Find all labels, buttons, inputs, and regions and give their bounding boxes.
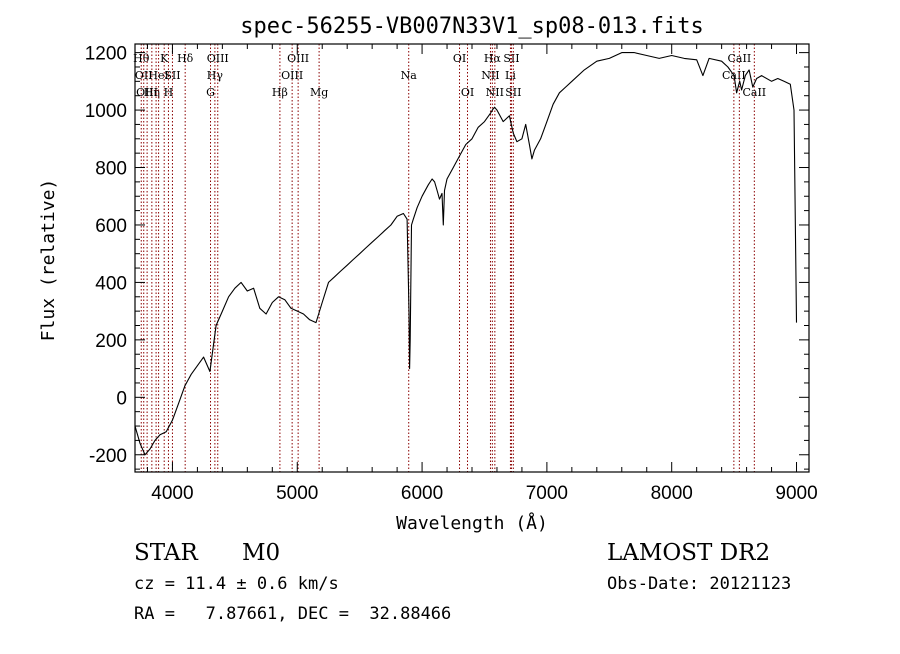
- plot-frame: [134, 43, 810, 473]
- spectral-line-label: OII: [135, 69, 153, 82]
- spectral-line-label: CaII: [728, 52, 752, 65]
- spectral-line-label: Mg: [310, 86, 328, 99]
- spectral-line-label: Na: [401, 69, 418, 82]
- spectral-line-label: CaII: [742, 86, 766, 99]
- y-tick-label: 1000: [85, 101, 127, 122]
- x-tick-label: 4000: [151, 483, 193, 504]
- survey-name: LAMOST DR2: [607, 540, 771, 566]
- y-axis: -200 0 200 400 600 800 1000 1200: [85, 44, 809, 470]
- spectral-line-label: SII: [505, 86, 521, 99]
- spectral-line-label: OIII: [281, 69, 303, 82]
- chart-title: spec-56255-VB007N33V1_sp08-013.fits: [240, 14, 704, 39]
- spectral-line-label: Hα: [484, 52, 502, 65]
- spectral-line-markers: HθOIIOIIIHηHeIKHSIIHδGHγOIIIHβOIIIOIIIMg…: [133, 44, 766, 472]
- spectral-line-label: NII: [486, 86, 504, 99]
- spectral-line-label: NII: [481, 69, 499, 82]
- spectral-line-label: SII: [164, 69, 180, 82]
- spectral-line-label: OIII: [136, 86, 158, 99]
- x-axis: 4000 5000 6000 7000 8000 9000: [146, 44, 818, 504]
- spectral-line-label: HeI: [148, 69, 168, 82]
- x-tick-label: 9000: [775, 483, 817, 504]
- spectral-line-label: Hθ: [133, 52, 150, 65]
- x-axis-label: Wavelength (Å): [396, 512, 548, 534]
- spectral-line-label: Hδ: [177, 52, 194, 65]
- y-tick-label: 800: [95, 159, 127, 180]
- y-tick-label: 400: [95, 273, 127, 294]
- spectral-line-label: K: [160, 52, 169, 65]
- spectral-line-label: Hβ: [272, 86, 288, 99]
- y-tick-label: 1200: [85, 44, 127, 65]
- spectral-line-label: Li: [505, 69, 516, 82]
- spectral-line-label: OIII: [207, 52, 229, 65]
- spectral-line-label: OI: [453, 52, 466, 65]
- ra-dec-coordinates: RA = 7.87661, DEC = 32.88466: [134, 604, 452, 624]
- x-tick-label: 5000: [276, 483, 318, 504]
- spectral-line-label: H: [164, 86, 174, 99]
- y-tick-label: 200: [95, 331, 127, 352]
- redshift-velocity: cz = 11.4 ± 0.6 km/s: [134, 574, 339, 594]
- x-tick-label: 7000: [526, 483, 568, 504]
- y-axis-label: Flux (relative): [38, 179, 59, 342]
- spectral-line-label: G: [206, 86, 215, 99]
- observation-date: Obs-Date: 20121123: [607, 574, 792, 594]
- object-class: STAR: [134, 540, 198, 566]
- series-layer: [134, 52, 798, 456]
- y-tick-label: 600: [95, 216, 127, 237]
- spectrum-line: [134, 52, 798, 456]
- x-tick-label: 8000: [651, 483, 693, 504]
- spectral-line-label: Hη: [144, 86, 160, 99]
- x-tick-label: 6000: [401, 483, 443, 504]
- spectral-line-label: OI: [461, 86, 474, 99]
- y-tick-label: 0: [116, 388, 127, 409]
- spectral-line-label: SII: [503, 52, 519, 65]
- spectral-line-label: Hγ: [207, 69, 224, 82]
- object-subclass: M0: [242, 540, 281, 566]
- y-tick-label: -200: [89, 446, 127, 467]
- spectral-line-label: OIII: [287, 52, 309, 65]
